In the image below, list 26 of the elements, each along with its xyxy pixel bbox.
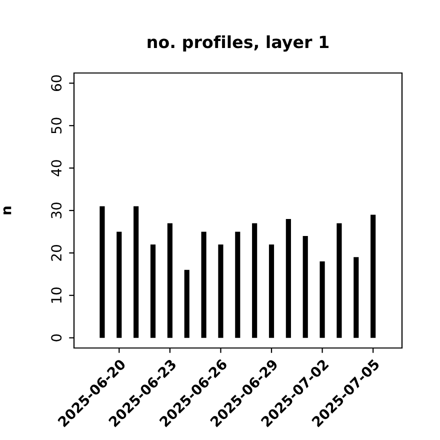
bar <box>336 223 342 338</box>
bar <box>150 244 156 338</box>
bar <box>286 218 291 338</box>
bar <box>201 232 206 338</box>
bar <box>218 244 224 338</box>
y-tick-label: 0 <box>51 334 62 342</box>
bar <box>134 206 139 338</box>
bar <box>302 236 308 338</box>
bar <box>320 261 325 338</box>
y-tick-label: 50 <box>51 118 62 134</box>
bar <box>370 214 376 338</box>
y-tick-label: 20 <box>51 245 62 261</box>
y-tick-label: 60 <box>51 75 62 92</box>
y-tick-label: 40 <box>51 160 62 176</box>
bar <box>354 257 359 338</box>
bar <box>167 223 172 338</box>
bar <box>184 270 190 338</box>
bar <box>252 223 258 338</box>
bar <box>235 232 240 338</box>
bar <box>116 232 122 338</box>
y-axis-title: n <box>3 206 12 214</box>
y-tick-label: 10 <box>51 287 62 303</box>
bar <box>100 206 105 338</box>
chart-title: no. profiles, layer 1 <box>148 35 329 52</box>
bar <box>268 244 274 338</box>
y-tick-label: 30 <box>51 202 62 218</box>
